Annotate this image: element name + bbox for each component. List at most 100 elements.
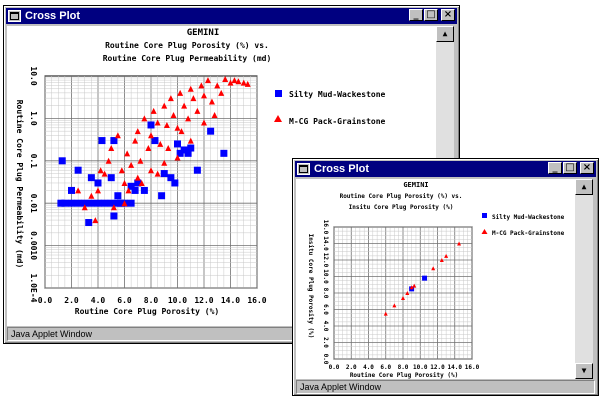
data-point-pack-grainstone — [218, 89, 225, 96]
data-point-pack-grainstone — [240, 79, 247, 86]
data-point-pack-grainstone — [167, 95, 174, 102]
data-point-pack-grainstone — [132, 137, 139, 144]
chart-subtitle-line-1: Routine Core Plug Porosity (%) vs. — [105, 40, 269, 50]
data-point-pack-grainstone — [170, 112, 177, 119]
y-tick-label: 12.0 — [322, 253, 329, 268]
x-axis-label: Routine Core Plug Porosity (%) — [350, 372, 458, 379]
title-bar[interactable]: Cross Plot _ □ × — [295, 161, 596, 177]
data-point-pack-grainstone — [150, 107, 157, 114]
data-point-silty-mud-wackestone — [127, 199, 135, 207]
data-point-pack-grainstone — [227, 79, 234, 86]
data-point-pack-grainstone — [187, 85, 194, 92]
data-point-pack-grainstone — [121, 200, 128, 207]
data-point-pack-grainstone — [97, 167, 104, 174]
data-point-silty-mud-wackestone — [134, 179, 142, 187]
data-point-pack-grainstone — [412, 283, 417, 288]
scroll-up-arrow-icon[interactable]: ▲ — [436, 26, 454, 42]
window-icon[interactable] — [8, 10, 21, 22]
data-point-pack-grainstone — [439, 258, 444, 262]
data-point-pack-grainstone — [128, 161, 135, 168]
close-icon[interactable]: × — [580, 162, 594, 174]
data-point-silty-mud-wackestone — [160, 170, 168, 178]
vertical-scrollbar[interactable]: ▲ ▼ — [575, 179, 593, 379]
legend-marker-silty-mud — [275, 90, 282, 97]
minimize-icon[interactable]: _ — [409, 9, 423, 21]
maximize-icon[interactable]: □ — [424, 9, 438, 21]
data-point-pack-grainstone — [114, 132, 121, 139]
data-points — [383, 241, 462, 316]
maximize-icon[interactable]: □ — [563, 162, 577, 174]
data-point-silty-mud-wackestone — [101, 199, 109, 207]
data-point-silty-mud-wackestone — [193, 166, 201, 174]
y-tick-label: 14.0 — [322, 236, 329, 251]
x-tick-label: 8.0 — [398, 364, 409, 371]
window-icon[interactable] — [297, 163, 310, 175]
data-point-pack-grainstone — [105, 157, 112, 164]
data-point-pack-grainstone — [457, 241, 462, 246]
data-point-silty-mud-wackestone — [171, 179, 179, 187]
cross-plot-window-secondary: Cross Plot _ □ × GEMINI Routine Core Plu… — [292, 158, 599, 396]
data-point-silty-mud-wackestone — [98, 137, 106, 145]
data-point-silty-mud-wackestone — [167, 174, 175, 182]
scroll-up-arrow-icon[interactable]: ▲ — [575, 179, 593, 195]
data-point-pack-grainstone — [118, 167, 125, 174]
data-point-pack-grainstone — [165, 145, 172, 152]
plot-grid — [333, 226, 473, 360]
plot-grid — [44, 75, 258, 289]
y-tick-label: 10.0 — [322, 269, 329, 284]
data-point-pack-grainstone — [185, 115, 192, 122]
chart-title: GEMINI — [187, 28, 220, 38]
y-tick-label: 0.0 — [322, 354, 329, 365]
data-point-silty-mud-wackestone — [158, 192, 166, 200]
data-point-silty-mud-wackestone — [117, 199, 125, 207]
y-axis-label: Insitu Core Plug Porosity (%) — [307, 234, 314, 339]
data-point-pack-grainstone — [148, 132, 154, 139]
chart-subtitle-line-2: Insitu Core Plug Porosity (%) — [349, 204, 454, 211]
y-tick-label: 8.0 — [322, 288, 329, 299]
data-point-pack-grainstone — [194, 107, 201, 114]
data-point-pack-grainstone — [134, 174, 141, 181]
data-point-pack-grainstone — [401, 295, 405, 300]
y-tick-label: 6.0 — [322, 304, 329, 315]
title-bar[interactable]: Cross Plot _ □ × — [6, 8, 457, 24]
x-axis-label: Routine Core Plug Porosity (%) — [75, 306, 220, 316]
data-point-pack-grainstone — [138, 179, 145, 186]
y-tick-label: 4.0 — [322, 321, 329, 332]
data-point-silty-mud-wackestone — [176, 149, 184, 157]
x-tick-label: 12.0 — [430, 364, 445, 371]
scatter-chart-porosity-insitu: GEMINI Routine Core Plug Porosity (%) vs… — [307, 181, 565, 379]
close-icon[interactable]: × — [441, 9, 455, 21]
x-tick-label: 12.0 — [194, 296, 213, 305]
chart-subtitle-line-2: Routine Core Plug Permeability (md) — [103, 53, 272, 63]
legend-label-silty-mud: Silty Mud-Wackestone — [289, 89, 386, 99]
data-point-pack-grainstone — [204, 77, 211, 84]
legend-label-silty-mud: Silty Mud-Wackestone — [492, 214, 565, 221]
scroll-down-arrow-icon[interactable]: ▼ — [575, 363, 593, 379]
data-point-pack-grainstone — [181, 102, 188, 109]
data-point-pack-grainstone — [187, 137, 194, 144]
x-tick-label: 8.0 — [144, 296, 159, 305]
chart-title: GEMINI — [403, 181, 428, 189]
y-tick-label: 16.0 — [322, 220, 329, 235]
chart-subtitle-line-1: Routine Core Plug Porosity (%) vs. — [340, 193, 463, 200]
data-point-pack-grainstone — [174, 124, 181, 131]
data-point-silty-mud-wackestone — [81, 199, 89, 207]
data-point-silty-mud-wackestone — [61, 199, 69, 207]
x-tick-label: 16.0 — [247, 296, 266, 305]
data-point-silty-mud-wackestone — [180, 146, 188, 154]
data-point-pack-grainstone — [231, 77, 238, 84]
minimize-icon[interactable]: _ — [548, 162, 562, 174]
x-tick-label: 2.0 — [64, 296, 79, 305]
x-tick-label: 6.0 — [117, 296, 132, 305]
data-point-pack-grainstone — [178, 128, 185, 135]
legend-marker-silty-mud — [482, 213, 487, 218]
data-point-pack-grainstone — [211, 112, 218, 119]
y-tick-label: 10.0 — [29, 66, 38, 85]
data-point-pack-grainstone — [137, 157, 144, 164]
data-point-silty-mud-wackestone — [151, 137, 159, 145]
data-point-pack-grainstone — [125, 187, 132, 194]
data-point-pack-grainstone — [383, 311, 388, 316]
data-point-silty-mud-wackestone — [422, 275, 428, 281]
data-point-silty-mud-wackestone — [110, 137, 118, 145]
data-point-pack-grainstone — [75, 187, 82, 194]
